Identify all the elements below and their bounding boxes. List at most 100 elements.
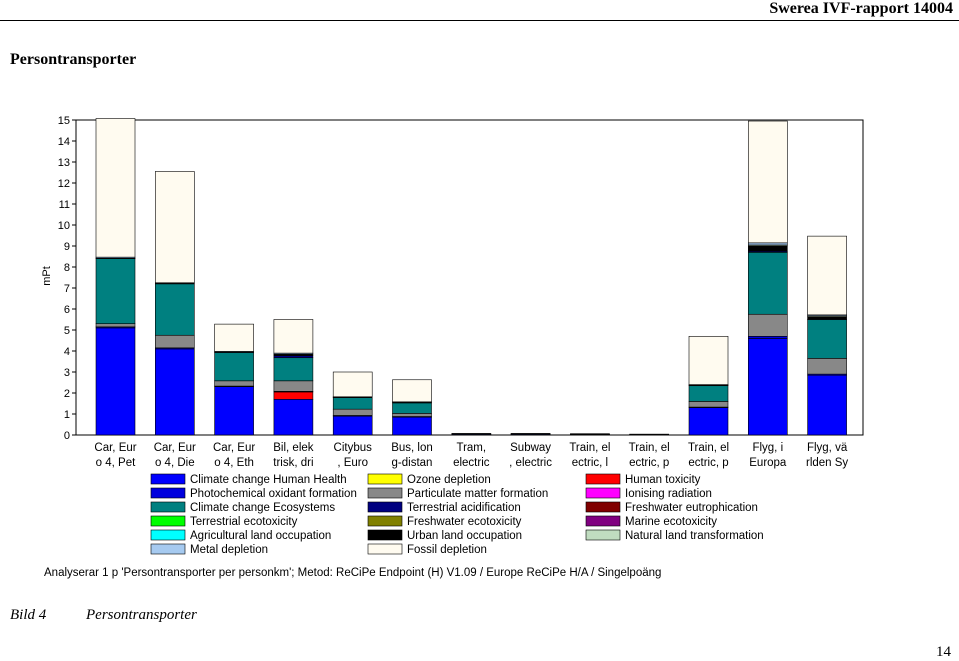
bar-segment <box>807 374 847 436</box>
y-tick-label: 3 <box>64 367 70 379</box>
y-tick-label: 5 <box>64 325 70 337</box>
legend-swatch <box>585 501 621 513</box>
x-tick-label: o 4, Die <box>155 457 195 469</box>
bar-segment <box>570 433 610 435</box>
x-tick-label: o 4, Eth <box>214 457 254 469</box>
bar-segment <box>392 379 432 403</box>
x-tick-label: Bil, elek <box>273 442 314 454</box>
bar-segment <box>273 391 314 400</box>
legend-swatch <box>585 473 621 485</box>
bar-segment <box>688 407 729 436</box>
bar-segment <box>747 252 788 315</box>
x-tick-label: Subway <box>510 442 551 454</box>
legend-label: Ionising radiation <box>625 488 712 500</box>
x-tick-label: Car, Eur <box>154 442 196 454</box>
bar-stack <box>95 118 136 436</box>
legend-label: Human toxicity <box>625 474 701 486</box>
bar-segment <box>95 323 136 328</box>
y-tick-label: 1 <box>64 409 70 421</box>
legend-entry: Climate change Ecosystems <box>150 501 335 514</box>
legend-swatch <box>150 473 186 485</box>
y-tick-label: 14 <box>58 136 70 148</box>
y-tick-label: 13 <box>58 157 70 169</box>
legend-entry: Marine ecotoxicity <box>585 515 717 528</box>
bar-segment <box>510 433 551 435</box>
y-tick-label: 9 <box>64 241 70 253</box>
bar-segment <box>273 398 314 436</box>
bar-stack <box>807 235 847 436</box>
page-number: 14 <box>936 644 951 660</box>
legend-entry: Terrestrial acidification <box>367 501 521 514</box>
bar-segment <box>95 327 136 436</box>
bar-segment <box>747 120 788 244</box>
y-tick-label: 15 <box>58 115 70 127</box>
x-tick-label: Citybus <box>334 442 373 454</box>
x-tick-label: rlden Sy <box>806 457 848 469</box>
bar-stack <box>273 319 314 436</box>
x-tick-label: ectric, p <box>688 457 728 469</box>
bar-segment <box>747 313 788 337</box>
y-tick-label: 11 <box>59 199 70 211</box>
legend-label: Urban land occupation <box>407 530 522 542</box>
legend-swatch <box>367 473 403 485</box>
legend-label: Natural land transformation <box>625 530 764 542</box>
bar-segment <box>155 334 195 349</box>
x-tick-label: Bus, lon <box>391 442 433 454</box>
legend-entry: Terrestrial ecotoxicity <box>150 515 298 528</box>
bar-segment <box>273 355 314 359</box>
bar-stack <box>214 323 254 436</box>
x-tick-label: , electric <box>509 457 552 469</box>
bar-segment <box>95 258 136 325</box>
bar-segment <box>392 416 432 436</box>
bar-segment <box>629 433 670 435</box>
legend-swatch <box>150 529 186 541</box>
legend-swatch <box>367 515 403 527</box>
y-tick-label: 6 <box>64 304 70 316</box>
x-tick-label: trisk, dri <box>273 457 313 469</box>
bar-segment <box>214 380 254 387</box>
legend-label: Freshwater eutrophication <box>625 502 758 514</box>
x-tick-label: g-distan <box>392 457 433 469</box>
x-tick-label: Tram, <box>456 442 486 454</box>
bar-stack <box>451 433 492 436</box>
x-tick-label: ectric, l <box>572 457 608 469</box>
legend-label: Marine ecotoxicity <box>625 516 717 528</box>
x-tick-label: Train, el <box>688 442 729 454</box>
y-tick-label: 4 <box>64 346 70 358</box>
bar-segment <box>155 283 195 336</box>
legend-swatch <box>585 515 621 527</box>
figure-caption: Bild 4 Persontransporter <box>10 607 197 624</box>
legend-label: Agricultural land occupation <box>190 530 331 542</box>
y-tick-label: 8 <box>64 262 70 274</box>
legend-label: Fossil depletion <box>407 544 487 556</box>
legend-swatch <box>367 501 403 513</box>
legend-entry: Agricultural land occupation <box>150 529 331 542</box>
bar-stack <box>155 171 195 436</box>
legend-entry: Freshwater eutrophication <box>585 501 758 514</box>
bar-segment <box>807 235 847 316</box>
figure-caption-text: Persontransporter <box>86 607 197 623</box>
legend-entry: Photochemical oxidant formation <box>150 487 357 500</box>
bar-stack <box>570 433 610 436</box>
legend-swatch <box>585 487 621 499</box>
legend-entry: Ionising radiation <box>585 487 712 500</box>
bar-segment <box>332 415 373 436</box>
legend-label: Terrestrial ecotoxicity <box>190 516 298 528</box>
bar-segment <box>688 385 729 402</box>
bar-segment <box>747 242 788 246</box>
bar-stack <box>332 371 373 436</box>
legend-label: Terrestrial acidification <box>407 502 521 514</box>
bar-segment <box>155 348 195 436</box>
legend-entry: Urban land occupation <box>367 529 522 542</box>
legend-swatch <box>367 543 403 555</box>
bar-segment <box>392 402 432 414</box>
bar-segment <box>273 357 314 382</box>
x-tick-label: ectric, p <box>629 457 669 469</box>
bar-stack <box>392 379 432 436</box>
x-tick-label: Train, el <box>629 442 670 454</box>
bar-segment <box>807 358 847 375</box>
bar-stack <box>688 335 729 436</box>
bar-segment <box>155 171 195 284</box>
bar-stack <box>629 433 670 436</box>
